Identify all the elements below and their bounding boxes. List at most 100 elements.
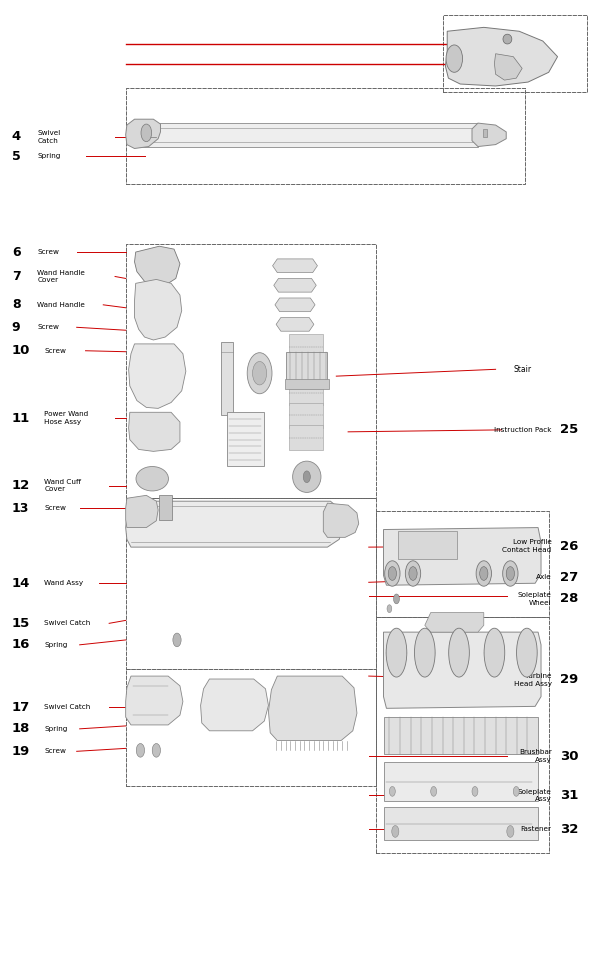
Text: Spring: Spring: [37, 153, 61, 159]
Circle shape: [173, 633, 181, 647]
Polygon shape: [323, 503, 359, 537]
Circle shape: [506, 567, 514, 580]
Circle shape: [152, 743, 160, 757]
Text: 27: 27: [560, 571, 578, 584]
Ellipse shape: [517, 628, 537, 677]
Circle shape: [472, 786, 478, 796]
Bar: [285, 379, 329, 389]
Circle shape: [513, 786, 519, 796]
Polygon shape: [129, 412, 180, 451]
Text: 10: 10: [12, 344, 30, 358]
Ellipse shape: [476, 561, 491, 586]
Circle shape: [388, 567, 396, 580]
Text: 8: 8: [12, 298, 21, 312]
Text: Screw: Screw: [44, 348, 66, 354]
Text: Soleplate
Assy: Soleplate Assy: [518, 788, 552, 802]
Text: Screw: Screw: [44, 505, 66, 511]
Text: Wand Cuff
Cover: Wand Cuff Cover: [44, 479, 81, 492]
Text: 12: 12: [12, 479, 30, 492]
Text: 5: 5: [12, 149, 21, 163]
Text: Stair: Stair: [513, 364, 532, 374]
Polygon shape: [201, 679, 268, 731]
Circle shape: [389, 786, 395, 796]
Polygon shape: [126, 495, 158, 528]
Text: Screw: Screw: [37, 324, 59, 330]
Circle shape: [480, 567, 488, 580]
Text: Axle: Axle: [536, 574, 552, 580]
Text: 31: 31: [560, 788, 578, 802]
Polygon shape: [274, 278, 316, 292]
Text: 15: 15: [12, 616, 30, 630]
Text: 19: 19: [12, 744, 30, 758]
Circle shape: [431, 786, 437, 796]
Text: Spring: Spring: [44, 642, 68, 648]
Polygon shape: [425, 613, 484, 632]
Text: Swivel
Catch: Swivel Catch: [37, 130, 60, 144]
Circle shape: [387, 605, 392, 613]
Ellipse shape: [414, 628, 435, 677]
Ellipse shape: [136, 467, 169, 491]
Bar: [159, 495, 172, 520]
Ellipse shape: [293, 461, 321, 492]
Polygon shape: [289, 403, 323, 428]
Circle shape: [141, 124, 152, 142]
Text: Wand Assy: Wand Assy: [44, 580, 83, 586]
Bar: [398, 531, 457, 559]
Polygon shape: [289, 425, 323, 450]
Text: Swivel Catch: Swivel Catch: [44, 704, 90, 710]
Text: 26: 26: [560, 539, 578, 553]
Ellipse shape: [386, 628, 407, 677]
Text: Fastener: Fastener: [520, 827, 552, 832]
Bar: [384, 717, 538, 754]
Bar: [286, 352, 327, 381]
Circle shape: [394, 594, 399, 604]
Text: Wand Handle: Wand Handle: [37, 302, 85, 308]
Polygon shape: [273, 259, 317, 273]
Text: 14: 14: [12, 576, 30, 590]
Ellipse shape: [484, 628, 504, 677]
Text: 29: 29: [560, 673, 578, 687]
Polygon shape: [384, 632, 541, 708]
Ellipse shape: [503, 561, 518, 586]
Bar: [384, 762, 538, 801]
Polygon shape: [472, 123, 506, 147]
Polygon shape: [445, 27, 558, 86]
Text: 4: 4: [12, 130, 21, 144]
Bar: [384, 807, 538, 840]
Text: 32: 32: [560, 823, 578, 836]
Text: 30: 30: [560, 749, 578, 763]
Polygon shape: [135, 279, 182, 340]
Polygon shape: [275, 298, 315, 312]
Polygon shape: [126, 501, 342, 547]
Text: Screw: Screw: [37, 249, 59, 255]
Text: Wand Handle
Cover: Wand Handle Cover: [37, 270, 85, 283]
Polygon shape: [126, 119, 160, 149]
Text: 16: 16: [12, 638, 30, 652]
Polygon shape: [384, 528, 541, 585]
Text: Low Profile
Contact Head: Low Profile Contact Head: [503, 539, 552, 553]
Text: 25: 25: [560, 423, 578, 437]
Circle shape: [507, 826, 514, 837]
Ellipse shape: [405, 561, 421, 586]
Polygon shape: [268, 676, 357, 741]
Circle shape: [303, 471, 310, 483]
Text: 18: 18: [12, 722, 30, 736]
Ellipse shape: [385, 561, 400, 586]
Circle shape: [136, 743, 145, 757]
Text: 9: 9: [12, 320, 21, 334]
Bar: [221, 342, 233, 415]
Polygon shape: [129, 344, 186, 408]
Text: 17: 17: [12, 701, 30, 714]
Polygon shape: [126, 676, 183, 725]
Polygon shape: [276, 318, 314, 331]
Text: 6: 6: [12, 245, 21, 259]
Circle shape: [253, 361, 267, 385]
Text: 11: 11: [12, 411, 30, 425]
Ellipse shape: [247, 353, 272, 394]
Text: Instruction Pack: Instruction Pack: [494, 427, 552, 433]
Circle shape: [409, 567, 417, 580]
Polygon shape: [289, 357, 323, 382]
Text: Turbine
Head Assy: Turbine Head Assy: [514, 673, 552, 687]
Text: 28: 28: [560, 592, 578, 606]
Text: Brushbar
Assy: Brushbar Assy: [519, 749, 552, 763]
